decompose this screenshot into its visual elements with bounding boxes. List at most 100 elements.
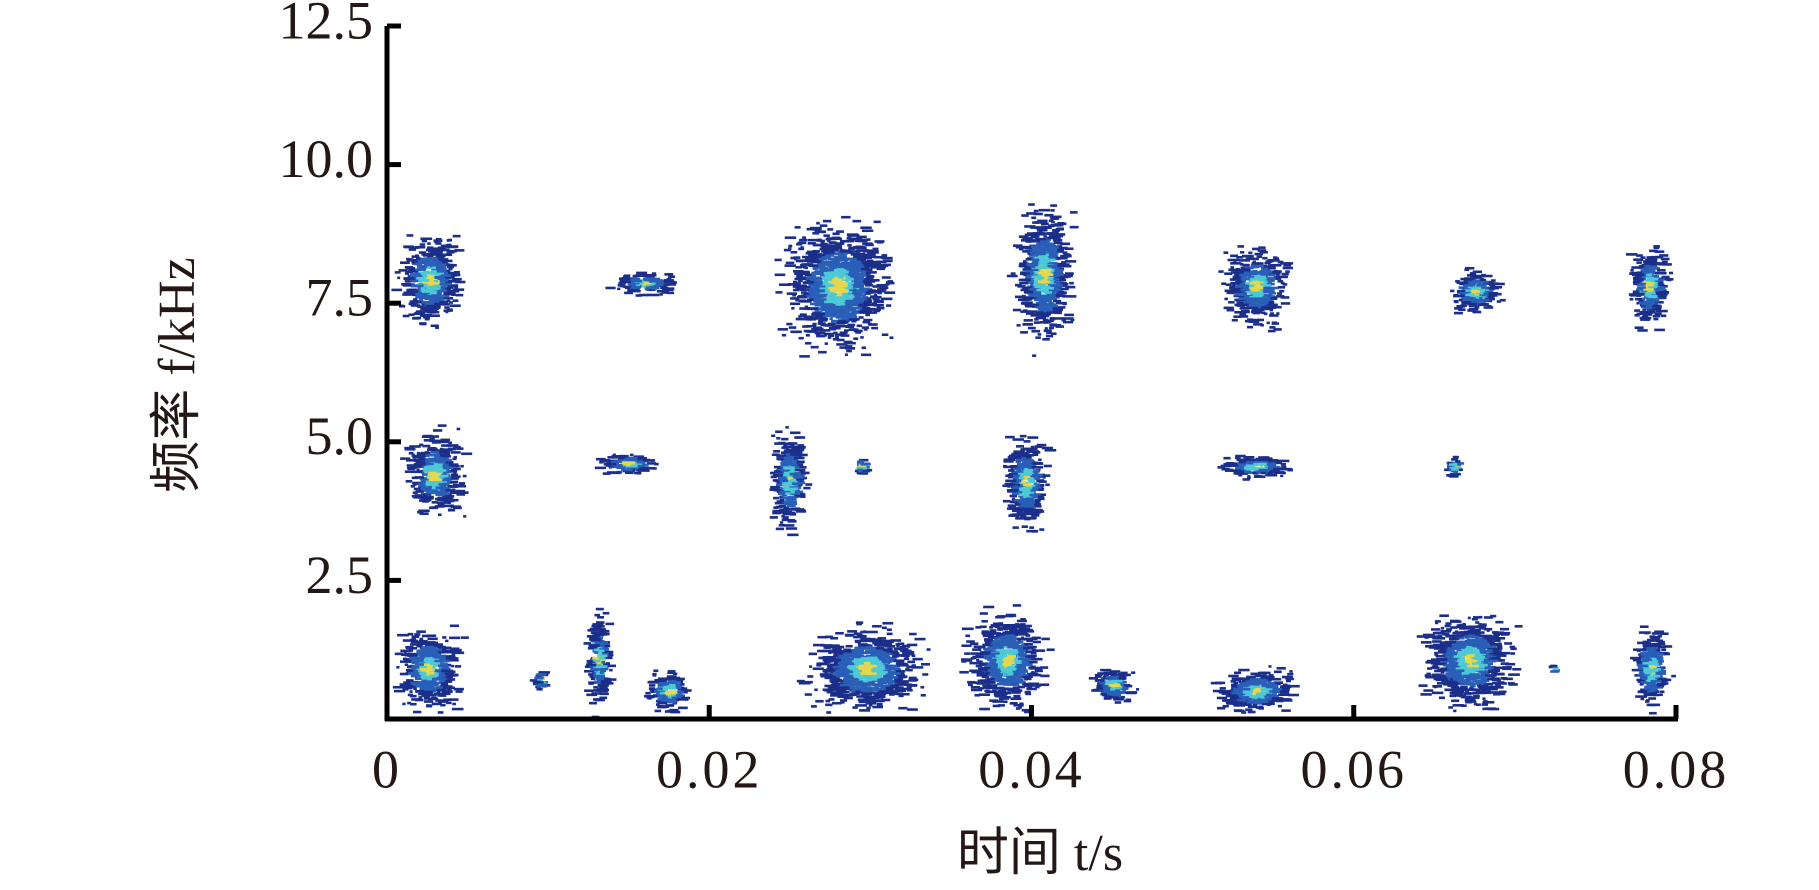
dash — [1259, 275, 1265, 279]
dash — [1039, 313, 1046, 317]
dash — [837, 301, 845, 304]
dash — [1043, 244, 1054, 248]
dash — [1042, 249, 1047, 253]
dash — [816, 294, 827, 298]
dash — [1046, 331, 1052, 335]
dash — [1049, 243, 1053, 247]
dash — [1444, 468, 1452, 472]
dash — [806, 295, 815, 298]
dash — [433, 239, 443, 242]
dash — [792, 270, 804, 273]
dash — [1458, 308, 1466, 312]
dash — [1231, 287, 1241, 290]
dash — [1654, 312, 1662, 315]
dash — [425, 645, 435, 649]
dash — [437, 694, 441, 697]
dash — [1641, 297, 1645, 301]
dash — [811, 307, 818, 311]
dash — [440, 683, 449, 686]
dash — [1011, 494, 1017, 498]
dash — [1023, 290, 1034, 294]
dash — [1062, 295, 1071, 298]
dash — [861, 326, 870, 329]
dash — [430, 684, 435, 688]
dash — [1636, 294, 1641, 297]
dash — [1663, 284, 1668, 288]
dash — [1055, 276, 1066, 280]
dash — [824, 342, 828, 345]
dash — [1036, 479, 1041, 483]
dash — [1234, 303, 1239, 307]
dash — [1258, 468, 1269, 472]
dash — [1446, 473, 1452, 477]
dash — [1014, 484, 1026, 487]
dash — [447, 447, 452, 451]
dash — [1267, 304, 1272, 308]
dash — [1016, 458, 1028, 462]
dash — [425, 469, 435, 472]
dash — [1029, 493, 1036, 497]
dash — [1038, 261, 1048, 264]
dash — [825, 237, 832, 241]
dash — [1221, 282, 1227, 286]
dash — [397, 633, 409, 637]
dash — [870, 265, 882, 269]
dash — [434, 240, 440, 244]
dash — [1035, 288, 1042, 292]
dash — [1661, 275, 1670, 279]
dash — [1022, 495, 1033, 499]
dash — [632, 277, 641, 281]
dash — [1008, 454, 1021, 458]
dash — [447, 276, 451, 280]
dash — [1642, 313, 1653, 316]
dash — [1035, 266, 1048, 269]
dash — [1031, 514, 1040, 517]
dash — [1031, 245, 1039, 248]
dash — [828, 280, 836, 284]
dash — [1021, 294, 1026, 298]
dash — [1032, 249, 1040, 253]
dash — [412, 284, 424, 288]
dash — [410, 290, 419, 293]
dash — [421, 679, 428, 682]
dash — [1655, 271, 1667, 275]
dash — [1253, 475, 1266, 478]
dash — [1013, 499, 1025, 502]
dash — [1043, 321, 1049, 324]
dash — [823, 234, 830, 237]
dash — [792, 288, 800, 292]
dash — [440, 289, 447, 292]
dash — [618, 281, 627, 285]
dash — [847, 291, 852, 294]
dash — [796, 274, 804, 278]
dash — [1015, 452, 1022, 456]
dash — [623, 285, 633, 289]
dash — [1269, 470, 1276, 473]
dash — [447, 243, 452, 247]
dash — [410, 277, 415, 280]
dash — [807, 318, 813, 321]
dash — [432, 272, 444, 276]
dash — [1002, 464, 1007, 468]
dash — [1008, 469, 1015, 472]
dash — [1035, 221, 1047, 224]
dash — [1246, 271, 1253, 275]
dash — [1252, 260, 1256, 264]
dash — [1020, 515, 1027, 518]
dash — [438, 483, 448, 486]
dash — [594, 466, 606, 470]
dash — [425, 454, 430, 458]
dash — [1236, 463, 1246, 466]
dash — [779, 521, 784, 524]
dash — [828, 254, 835, 257]
dash — [1031, 258, 1039, 262]
dash — [1658, 280, 1664, 284]
dash — [1020, 451, 1029, 455]
dash — [432, 429, 443, 432]
dash — [424, 671, 432, 675]
dash — [875, 261, 880, 265]
dash — [813, 250, 821, 253]
dash — [839, 282, 845, 286]
dash — [1025, 456, 1032, 459]
dash — [1043, 241, 1050, 244]
